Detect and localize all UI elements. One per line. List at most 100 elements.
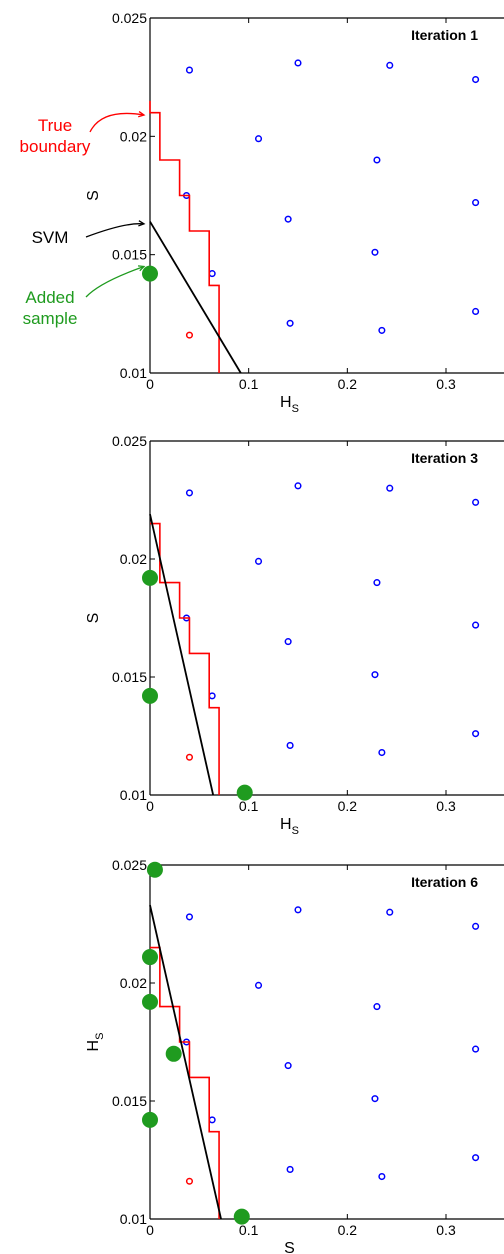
- x-axis-label: HS: [280, 816, 299, 837]
- negative-sample-point: [185, 331, 194, 339]
- positive-sample-point: [373, 579, 381, 587]
- positive-sample-point: [472, 307, 480, 316]
- added-sample-point: [142, 949, 158, 966]
- x-axis-label: S: [284, 1240, 295, 1254]
- added-sample-point: [142, 687, 158, 704]
- y-tick-label: 0.025: [112, 433, 147, 449]
- annotation-text: boundary: [20, 137, 91, 156]
- true-boundary-line: [150, 522, 220, 795]
- positive-sample-point: [185, 913, 194, 921]
- y-tick-label: 0.015: [112, 247, 147, 263]
- chart-title: Iteration 3: [411, 450, 478, 466]
- x-tick-label: 0.1: [239, 1222, 259, 1238]
- chart-panel-1: 0 0.1 0.2 0.30.010.0150.020.025HSSIteration…: [20, 10, 504, 415]
- x-tick-label: 0.2: [338, 376, 358, 392]
- x-tick-label: 0.1: [239, 376, 259, 392]
- x-tick-label: 0.3: [436, 798, 456, 814]
- y-tick-label: 0.025: [112, 857, 147, 873]
- x-axis-label-subscript: S: [292, 825, 299, 837]
- added-sample-point: [142, 265, 158, 282]
- annotation-arrowhead: [138, 111, 146, 118]
- positive-sample-point: [286, 1165, 294, 1173]
- y-axis-label-main: H: [85, 1040, 102, 1052]
- positive-sample-point: [284, 638, 292, 646]
- x-axis-label-subscript: S: [292, 403, 299, 415]
- x-tick-label: 0.3: [436, 376, 456, 392]
- added-sample-annotation: Added sample: [23, 265, 146, 328]
- positive-sample-point: [472, 498, 480, 506]
- annotation-arrowhead: [138, 220, 146, 227]
- x-tick-label: 0.3: [436, 1222, 456, 1238]
- x-tick-label: 0.2: [338, 798, 358, 814]
- x-axis-label-main: H: [280, 394, 292, 411]
- negative-sample-point: [185, 1177, 194, 1185]
- true-boundary-line: [149, 100, 220, 373]
- positive-sample-point: [386, 61, 394, 69]
- y-axis-label: S: [85, 613, 102, 624]
- added-sample-point: [233, 1208, 250, 1225]
- y-tick-label: 0.025: [112, 10, 147, 26]
- positive-sample-point: [472, 621, 480, 629]
- added-sample-point: [142, 569, 158, 586]
- positive-sample-point: [373, 156, 381, 164]
- positive-sample-point: [371, 248, 379, 256]
- positive-sample-point: [254, 557, 263, 565]
- added-sample-point: [146, 861, 163, 878]
- positive-sample-point: [185, 489, 194, 497]
- annotation-text: sample: [23, 309, 78, 328]
- y-axis-label-main: S: [85, 613, 102, 624]
- positive-sample-point: [294, 906, 302, 914]
- svm-annotation: SVM: [32, 220, 146, 247]
- y-tick-label: 0.01: [120, 1211, 147, 1227]
- y-tick-label: 0.01: [120, 365, 147, 381]
- positive-sample-point: [286, 741, 294, 749]
- annotation-arrow: [85, 223, 145, 238]
- annotation-text: SVM: [32, 228, 69, 247]
- added-sample-point: [142, 1111, 158, 1128]
- positive-sample-point: [472, 922, 480, 930]
- positive-sample-point: [294, 59, 302, 67]
- annotation-arrow: [89, 112, 145, 133]
- added-sample-point: [165, 1045, 182, 1062]
- positive-sample-point: [185, 66, 194, 74]
- y-axis-label-main: S: [85, 190, 102, 201]
- chart-panel-2: 0 0.1 0.2 0.30.010.0150.020.025HSSIteration…: [85, 433, 504, 837]
- x-tick-label: 0.1: [239, 798, 259, 814]
- positive-sample-point: [284, 215, 292, 223]
- chart-title: Iteration 6: [411, 874, 478, 890]
- positive-sample-point: [378, 326, 386, 334]
- positive-sample-point: [371, 1095, 379, 1103]
- annotation-text: Added: [25, 288, 74, 307]
- y-tick-label: 0.02: [120, 975, 147, 991]
- annotation-arrow: [85, 265, 145, 298]
- positive-sample-point: [378, 748, 386, 757]
- added-sample-point: [236, 784, 253, 801]
- positive-sample-point: [373, 1003, 381, 1011]
- positive-sample-point: [472, 199, 480, 207]
- x-axis-label-main: S: [284, 1240, 295, 1254]
- y-axis-label-subscript: S: [94, 1033, 106, 1040]
- positive-sample-point: [371, 671, 379, 679]
- x-axis-label-main: H: [280, 816, 292, 833]
- positive-sample-point: [386, 908, 394, 916]
- x-tick-label: 0.2: [338, 1222, 358, 1238]
- x-tick-label: 0: [146, 798, 154, 814]
- y-tick-label: 0.02: [120, 128, 147, 144]
- svm-boundary-line: [149, 904, 222, 1220]
- negative-sample-point: [185, 753, 194, 761]
- positive-sample-point: [472, 1045, 480, 1053]
- added-sample-point: [142, 993, 158, 1010]
- positive-sample-point: [208, 270, 216, 278]
- annotation-text: True: [38, 116, 72, 135]
- y-tick-label: 0.02: [120, 551, 147, 567]
- true-boundary-line: [150, 946, 220, 1219]
- annotation-arrowhead: [137, 265, 146, 272]
- svm-boundary-line: [149, 513, 215, 796]
- chart-title: Iteration 1: [411, 27, 478, 43]
- x-axis-label: HS: [280, 394, 299, 415]
- positive-sample-point: [254, 981, 263, 989]
- positive-sample-point: [284, 1062, 292, 1070]
- positive-sample-point: [472, 75, 480, 84]
- positive-sample-point: [472, 1154, 480, 1162]
